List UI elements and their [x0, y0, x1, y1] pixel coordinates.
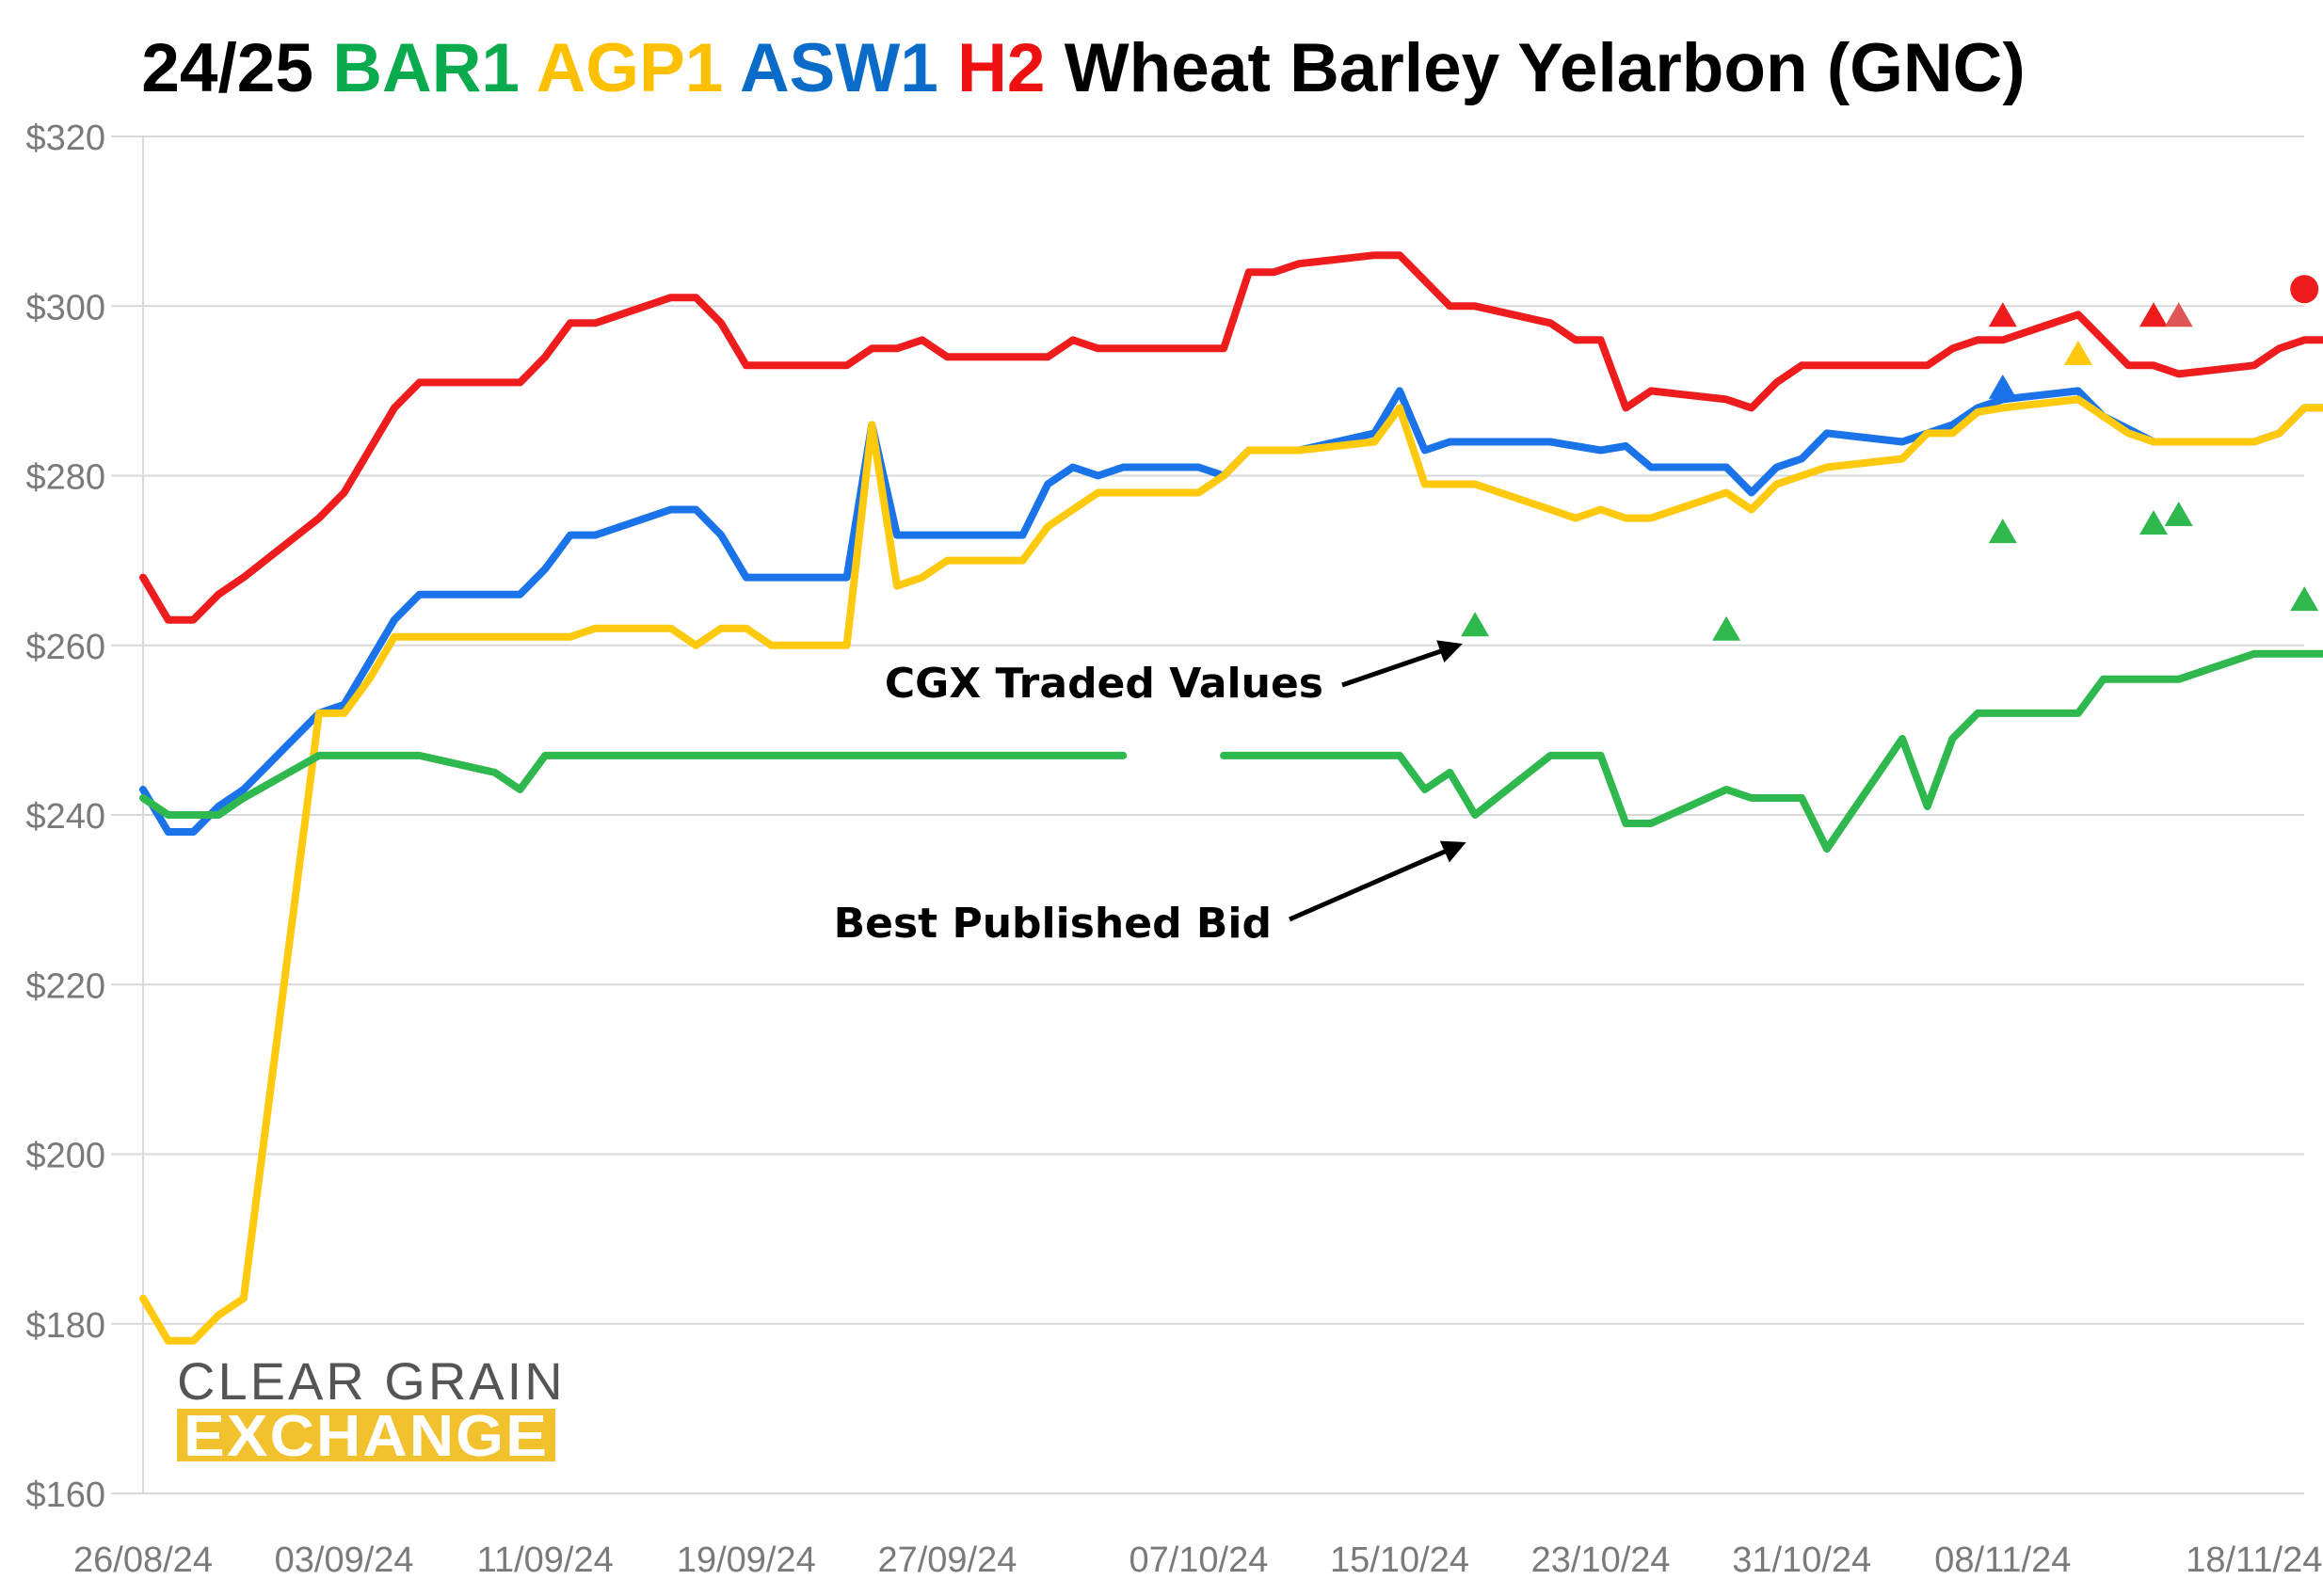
- y-tick-label: $260: [25, 628, 105, 667]
- gridlines: [111, 136, 2304, 1494]
- traded-marker-triangle: [1461, 612, 1490, 637]
- series-line-agp1: [139, 395, 2323, 1345]
- x-axis-tick-labels: 26/08/24 03/09/24 11/09/24 19/09/24 27/09/24…: [73, 1540, 2322, 1580]
- annotations: CGX Traded Values Best Published Bid: [834, 640, 1466, 948]
- x-tick-label: 15/10/24: [1330, 1540, 1469, 1580]
- series-line-bar1: [139, 751, 1128, 819]
- traded-marker-triangle: [2290, 586, 2319, 612]
- annotation-arrow: [1288, 840, 1466, 922]
- y-tick-label: $280: [25, 458, 105, 498]
- title-part: H2: [957, 30, 1065, 106]
- series-line-h2: [139, 251, 2323, 624]
- y-tick-label: $320: [25, 119, 105, 158]
- series-line-bar1: [1220, 649, 2323, 854]
- traded-marker-triangle: [1988, 302, 2017, 327]
- logo-line-1: CLEAR GRAIN: [177, 1351, 566, 1411]
- annotation-arrow: [1341, 640, 1463, 688]
- title-part: ASW1: [740, 30, 957, 106]
- traded-marker-circle: [2290, 275, 2319, 304]
- traded-value-markers: [1461, 275, 2319, 641]
- traded-marker-triangle: [2063, 340, 2092, 365]
- clear-grain-exchange-logo: CLEAR GRAIN EXCHANGE: [177, 1351, 566, 1469]
- x-tick-label: 19/09/24: [677, 1540, 816, 1580]
- traded-marker-triangle: [2164, 302, 2193, 327]
- traded-marker-triangle: [2139, 510, 2168, 535]
- traded-marker-triangle: [2164, 502, 2193, 527]
- y-tick-label: $240: [25, 797, 105, 837]
- traded-marker-triangle: [1988, 374, 2017, 399]
- title-part: AGP1: [537, 30, 740, 106]
- y-tick-label: $300: [25, 288, 105, 327]
- title-part: Wheat Barley Yelarbon (GNC): [1065, 30, 2026, 106]
- y-tick-label: $220: [25, 966, 105, 1006]
- x-tick-label: 18/11/24: [2186, 1540, 2322, 1580]
- y-axis-tick-labels: $160 $180 $200 $220 $240 $260 $280 $300 $320: [25, 119, 105, 1515]
- title-part: BAR1: [332, 30, 536, 106]
- traded-marker-triangle: [1988, 519, 2017, 544]
- logo-accent-bar: [177, 1409, 555, 1461]
- x-tick-label: 08/11/24: [1934, 1540, 2071, 1580]
- chart-title: 24/25 BAR1 AGP1 ASW1 H2 Wheat Barley Yel…: [141, 30, 2025, 106]
- x-tick-label: 07/10/24: [1129, 1540, 1268, 1580]
- x-tick-label: 26/08/24: [73, 1540, 213, 1580]
- annotation-label: Best Published Bid: [834, 900, 1272, 948]
- title-part: 24/25: [141, 30, 332, 106]
- x-tick-label: 11/09/24: [477, 1540, 614, 1580]
- y-tick-label: $180: [25, 1306, 105, 1346]
- traded-marker-triangle: [1712, 615, 1741, 641]
- x-tick-label: 03/09/24: [275, 1540, 414, 1580]
- logo-line-2: EXCHANGE: [184, 1404, 549, 1469]
- y-tick-label: $160: [25, 1476, 105, 1515]
- annotation-label: CGX Traded Values: [885, 660, 1323, 708]
- traded-marker-triangle: [2139, 302, 2168, 327]
- series-lines: [139, 251, 2323, 1345]
- x-tick-label: 23/10/24: [1531, 1540, 1671, 1580]
- x-tick-label: 31/10/24: [1732, 1540, 1871, 1580]
- x-tick-label: 27/09/24: [877, 1540, 1017, 1580]
- y-tick-label: $200: [25, 1137, 105, 1176]
